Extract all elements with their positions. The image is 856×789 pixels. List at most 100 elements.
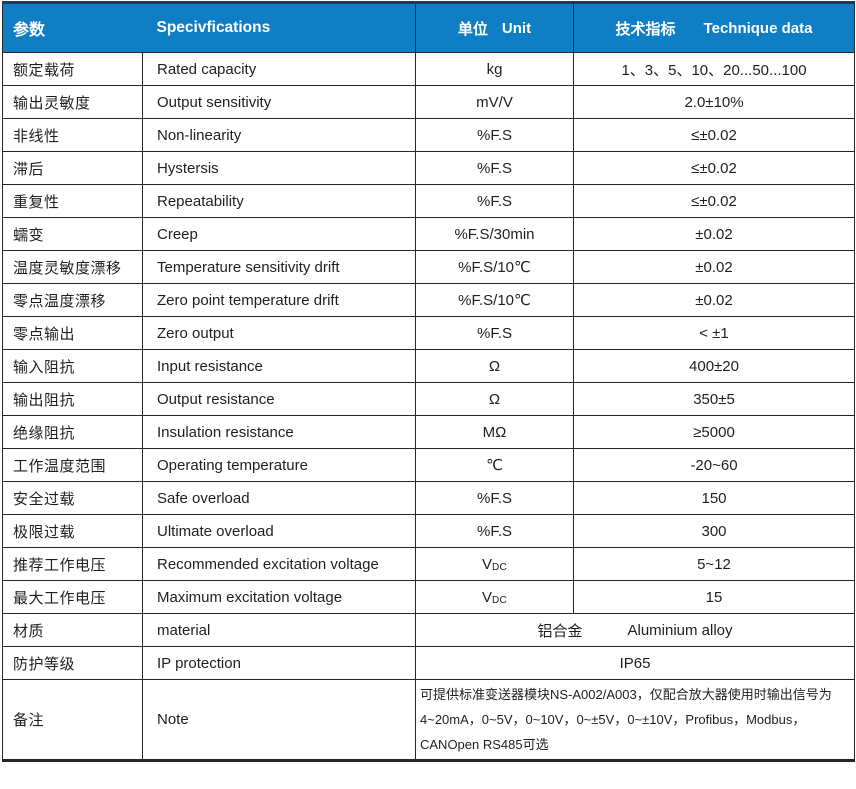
parameter-name-cell: 工作温度范围 [2, 448, 143, 482]
parameter-name-cell: 滞后 [2, 151, 143, 185]
table-row: 极限过载 Ultimate overload %F.S 300 [2, 514, 855, 548]
value-cell: 5~12 [573, 547, 855, 581]
parameter-name-cell: 输出阻抗 [2, 382, 143, 416]
value-cell: 1、3、5、10、20...50...100 [573, 52, 855, 86]
unit-cell: %F.S/10℃ [415, 283, 574, 317]
unit-cell: mV/V [415, 85, 574, 119]
parameter-name-cell: 输入阻抗 [2, 349, 143, 383]
table-row: 输出灵敏度 Output sensitivity mV/V 2.0±10% [2, 85, 855, 119]
table-row: 蠕变 Creep %F.S/30min ±0.02 [2, 217, 855, 251]
material-value-cn: 铝合金 [537, 622, 583, 640]
value-cell: 150 [573, 481, 855, 515]
specification-cell: Rated capacity [142, 52, 416, 86]
specification-cell: Maximum excitation voltage [142, 580, 416, 614]
unit-cell: %F.S [415, 151, 574, 185]
table-row: 重复性 Repeatability %F.S ≤±0.02 [2, 184, 855, 218]
header-specifications: Specivfications [142, 2, 416, 53]
specification-cell: Ultimate overload [142, 514, 416, 548]
specification-cell: Repeatability [142, 184, 416, 218]
unit-cell: Ω [415, 382, 574, 416]
parameter-name-cell: 输出灵敏度 [2, 85, 143, 119]
spec-table: 参数 Specivfications 单位 Unit 技术指标 Techniqu… [2, 1, 855, 762]
material-value-cell: 铝合金 Aluminium alloy [415, 613, 855, 647]
header-unit: 单位 Unit [415, 2, 574, 53]
header-parameter: 参数 [2, 2, 143, 53]
unit-cell: ℃ [415, 448, 574, 482]
unit-cell: %F.S [415, 481, 574, 515]
table-row: 绝缘阻抗 Insulation resistance MΩ ≥5000 [2, 415, 855, 449]
unit-cell: %F.S [415, 184, 574, 218]
parameter-name-cell: 温度灵敏度漂移 [2, 250, 143, 284]
value-cell: < ±1 [573, 316, 855, 350]
unit-cell: %F.S [415, 316, 574, 350]
parameter-name-cell: 最大工作电压 [2, 580, 143, 614]
unit-cell: MΩ [415, 415, 574, 449]
value-cell: 300 [573, 514, 855, 548]
parameter-name-cell: 蠕变 [2, 217, 143, 251]
value-cell: 350±5 [573, 382, 855, 416]
unit-cell: VDC [415, 547, 574, 581]
unit-cell: VDC [415, 580, 574, 614]
note-cell: 可提供标准变送器模块NS-A002/A003，仅配合放大器使用时输出信号为 4~… [415, 679, 855, 761]
specification-cell: Zero point temperature drift [142, 283, 416, 317]
unit-subscript: DC [491, 594, 508, 606]
specification-cell: Output sensitivity [142, 85, 416, 119]
table-row: 零点输出 Zero output %F.S < ±1 [2, 316, 855, 350]
table-row: 非线性 Non-linearity %F.S ≤±0.02 [2, 118, 855, 152]
parameter-name-cell: 非线性 [2, 118, 143, 152]
parameter-name-cell: 推荐工作电压 [2, 547, 143, 581]
spec-table-container: 参数 Specivfications 单位 Unit 技术指标 Techniqu… [2, 1, 855, 762]
table-row: 安全过载 Safe overload %F.S 150 [2, 481, 855, 515]
parameter-name-cell: 安全过载 [2, 481, 143, 515]
table-row: 输出阻抗 Output resistance Ω 350±5 [2, 382, 855, 416]
parameter-name-cell: 重复性 [2, 184, 143, 218]
unit-cell: %F.S/10℃ [415, 250, 574, 284]
unit-cell: %F.S [415, 118, 574, 152]
header-unit-en: Unit [501, 19, 532, 37]
header-specifications-label: Specivfications [156, 19, 271, 36]
unit-cell: Ω [415, 349, 574, 383]
material-value-en: Aluminium alloy [627, 621, 733, 639]
parameter-name-cell: 绝缘阻抗 [2, 415, 143, 449]
value-cell: ≥5000 [573, 415, 855, 449]
value-cell: 15 [573, 580, 855, 614]
value-cell: 2.0±10% [573, 85, 855, 119]
parameter-name-cell: 极限过载 [2, 514, 143, 548]
table-row: 额定载荷 Rated capacity kg 1、3、5、10、20...50...1… [2, 52, 855, 86]
value-cell: ≤±0.02 [573, 151, 855, 185]
table-row: 防护等级 IP protection IP65 [2, 646, 855, 680]
unit-cell: %F.S/30min [415, 217, 574, 251]
table-row: 温度灵敏度漂移 Temperature sensitivity drift %F.S… [2, 250, 855, 284]
table-row: 工作温度范围 Operating temperature ℃ -20~60 [2, 448, 855, 482]
parameter-name-cell: 备注 [2, 679, 143, 761]
specification-cell: Operating temperature [142, 448, 416, 482]
header-technique-data: 技术指标 Technique data [573, 2, 855, 53]
parameter-name-cell: 额定载荷 [2, 52, 143, 86]
specification-cell: Hystersis [142, 151, 416, 185]
specification-cell: Note [142, 679, 416, 761]
merged-value-cell: IP65 [415, 646, 855, 680]
header-unit-cn: 单位 [457, 20, 488, 38]
unit-cell: kg [415, 52, 574, 86]
unit-subscript: DC [491, 561, 508, 573]
value-cell: ≤±0.02 [573, 184, 855, 218]
specification-cell: material [142, 613, 416, 647]
table-row: 备注 Note 可提供标准变送器模块NS-A002/A003，仅配合放大器使用时输出… [2, 679, 855, 761]
specification-cell: Insulation resistance [142, 415, 416, 449]
parameter-name-cell: 零点温度漂移 [2, 283, 143, 317]
header-technique-data-en: Technique data [703, 19, 813, 37]
table-row: 最大工作电压 Maximum excitation voltage VDC 15 [2, 580, 855, 614]
specification-cell: Temperature sensitivity drift [142, 250, 416, 284]
specification-cell: Zero output [142, 316, 416, 350]
parameter-name-cell: 零点输出 [2, 316, 143, 350]
table-row: 材质 material 铝合金 Aluminium alloy [2, 613, 855, 647]
value-cell: -20~60 [573, 448, 855, 482]
value-cell: ≤±0.02 [573, 118, 855, 152]
value-cell: ±0.02 [573, 250, 855, 284]
value-cell: 400±20 [573, 349, 855, 383]
header-technique-data-cn: 技术指标 [615, 20, 676, 38]
table-row: 零点温度漂移 Zero point temperature drift %F.S/1… [2, 283, 855, 317]
specification-cell: IP protection [142, 646, 416, 680]
header-parameter-label: 参数 [13, 22, 46, 39]
specification-cell: Non-linearity [142, 118, 416, 152]
